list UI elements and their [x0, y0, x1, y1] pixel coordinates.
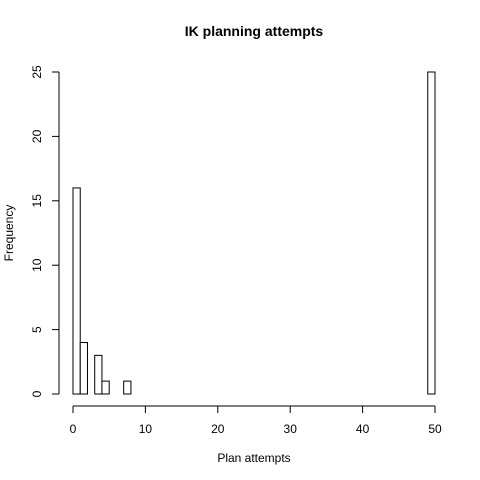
x-tick-label: 10 — [139, 422, 153, 436]
y-tick-label: 20 — [30, 129, 44, 143]
histogram-bar — [72, 187, 81, 395]
histogram-bar — [427, 71, 436, 395]
x-tick-label: 20 — [211, 422, 225, 436]
histogram-bar — [79, 341, 88, 395]
y-tick-label: 15 — [30, 194, 44, 208]
histogram-bar — [94, 354, 103, 395]
chart-title: IK planning attempts — [185, 23, 324, 39]
histogram-bar — [123, 380, 132, 395]
y-axis-label: Frequency — [2, 205, 16, 262]
y-tick-label: 5 — [30, 326, 44, 333]
x-tick-label: 50 — [428, 422, 442, 436]
x-tick-label: 0 — [70, 422, 77, 436]
x-tick-label: 30 — [284, 422, 298, 436]
x-axis-label: Plan attempts — [217, 451, 290, 465]
x-tick-label: 40 — [356, 422, 370, 436]
y-tick-label: 25 — [30, 65, 44, 79]
y-axis: 0 5 10 15 20 25 — [30, 65, 60, 397]
x-axis: 0 10 20 30 40 50 — [70, 405, 442, 436]
y-tick-label: 0 — [30, 390, 44, 397]
histogram-bar — [101, 380, 110, 395]
y-tick-label: 10 — [30, 258, 44, 272]
histogram-bars — [72, 71, 436, 395]
